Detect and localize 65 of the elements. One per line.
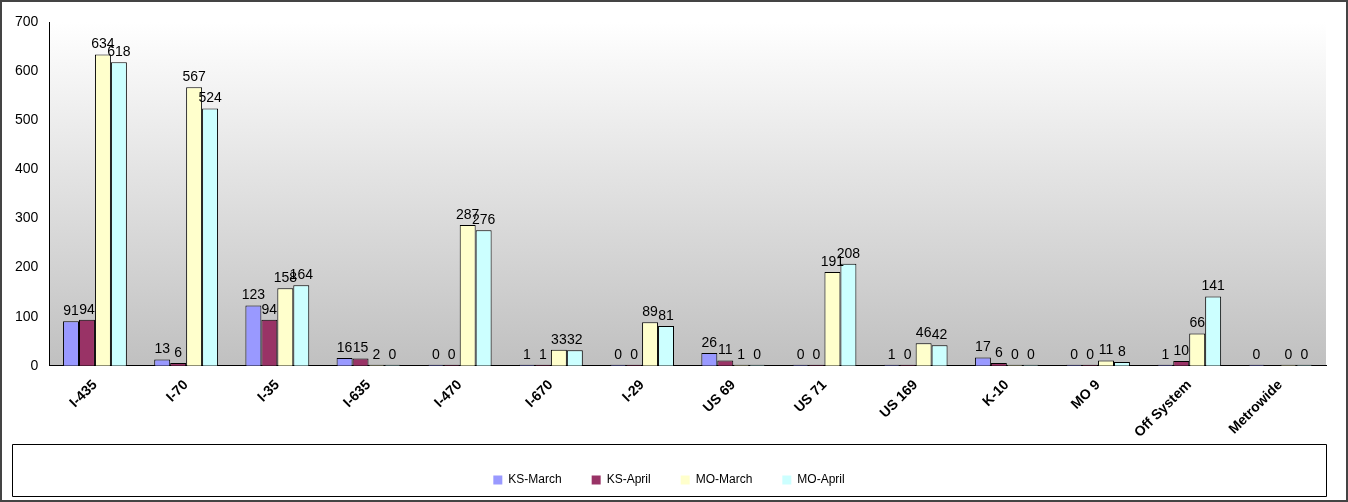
data-label: 11 (718, 341, 733, 358)
data-label: 15 (352, 339, 369, 356)
data-label: 81 (658, 306, 675, 323)
data-label: 17 (975, 338, 991, 355)
data-label: 0 (812, 345, 821, 362)
data-label: 94 (79, 300, 95, 317)
data-label: 91 (63, 302, 80, 319)
data-label: 6 (994, 343, 1003, 360)
data-label: 0 (796, 345, 805, 362)
data-label: 26 (701, 333, 718, 350)
data-label: 46 (915, 324, 932, 341)
data-label: 42 (931, 326, 948, 343)
data-label: 0 (388, 345, 397, 362)
data-label: 0 (1070, 345, 1079, 362)
data-label: 33 (551, 330, 567, 347)
data-label: 1 (539, 345, 548, 362)
data-label: 1 (523, 345, 532, 362)
data-label: 1 (887, 345, 896, 362)
data-label: 10 (1173, 341, 1190, 358)
y-tick-label: 200 (15, 258, 39, 275)
data-label: 11 (1098, 341, 1114, 358)
data-label: 6 (174, 343, 183, 360)
y-tick-label: 0 (30, 356, 39, 373)
x-tick-label: US 69 (699, 376, 739, 416)
data-label: 66 (1189, 314, 1206, 331)
data-label: 0 (1086, 345, 1095, 362)
data-label: 0 (630, 345, 639, 362)
legend-label: MO-April (797, 472, 845, 487)
data-label: 94 (261, 300, 278, 317)
y-tick-label: 600 (15, 61, 39, 78)
y-tick-label: 700 (15, 12, 39, 29)
x-tick-label: MO 9 (1067, 376, 1104, 412)
data-label: 0 (431, 345, 440, 362)
x-tick-label: US 71 (790, 376, 830, 416)
data-label: 0 (614, 345, 623, 362)
x-tick-label: I-29 (618, 376, 648, 405)
x-tick-label: I-70 (162, 376, 192, 405)
y-tick-label: 100 (15, 307, 39, 324)
legend-label: KS-April (606, 472, 651, 487)
data-label: 0 (447, 345, 456, 362)
y-tick-label: 500 (15, 111, 39, 128)
data-label: 0 (1010, 345, 1019, 362)
data-label: 123 (241, 286, 266, 303)
data-label: 89 (642, 303, 659, 319)
x-tick-label: I-35 (253, 376, 283, 405)
data-label: 0 (1026, 345, 1035, 362)
data-label: 2 (372, 345, 381, 362)
data-label: 0 (903, 345, 912, 362)
legend-label: KS-March (508, 472, 562, 487)
y-tick-label: 400 (15, 160, 39, 177)
data-label: 567 (182, 68, 207, 85)
data-label: 0 (1284, 345, 1293, 362)
data-label: 13 (154, 340, 171, 357)
data-label: 0 (1300, 345, 1309, 362)
data-label: 1 (737, 345, 746, 362)
data-label: 16 (336, 338, 353, 355)
x-tick-label: US 169 (876, 376, 921, 421)
legend-label: MO-March (695, 472, 753, 487)
data-label: 32 (567, 331, 583, 347)
data-label: 141 (1201, 277, 1226, 294)
data-label: 0 (1252, 345, 1261, 362)
data-label: 0 (753, 345, 762, 362)
data-label: 1 (1161, 345, 1170, 362)
data-label: 8 (1118, 342, 1127, 359)
y-tick-label: 300 (15, 209, 39, 226)
